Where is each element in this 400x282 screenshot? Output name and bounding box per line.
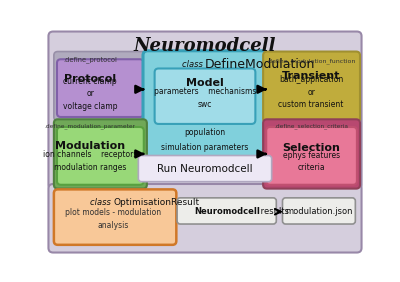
Text: ephys features
criteria: ephys features criteria xyxy=(283,151,340,172)
Text: Modulation: Modulation xyxy=(55,141,125,151)
FancyBboxPatch shape xyxy=(266,127,357,185)
Text: .define_modulation_function: .define_modulation_function xyxy=(266,59,356,64)
Text: class: class xyxy=(90,198,114,207)
Text: plot models - modulation
analysis: plot models - modulation analysis xyxy=(66,208,162,230)
Text: .define_modulation_parameter: .define_modulation_parameter xyxy=(45,124,136,129)
FancyBboxPatch shape xyxy=(263,119,360,189)
FancyBboxPatch shape xyxy=(57,59,144,117)
Text: OptimisationResult: OptimisationResult xyxy=(114,198,200,207)
FancyBboxPatch shape xyxy=(54,190,176,245)
FancyBboxPatch shape xyxy=(138,155,272,182)
Text: population
simulation parameters: population simulation parameters xyxy=(161,128,249,152)
FancyBboxPatch shape xyxy=(54,119,147,189)
Text: class: class xyxy=(182,60,205,69)
Text: current clamp
or
voltage clamp: current clamp or voltage clamp xyxy=(63,77,118,111)
Text: DefineModulation: DefineModulation xyxy=(205,58,315,71)
FancyBboxPatch shape xyxy=(48,32,362,190)
Text: modulation.json: modulation.json xyxy=(285,207,353,216)
FancyBboxPatch shape xyxy=(155,69,255,124)
FancyBboxPatch shape xyxy=(54,52,147,121)
Text: Neuromodcell: Neuromodcell xyxy=(134,37,276,55)
FancyBboxPatch shape xyxy=(282,198,355,224)
Text: bath_application
or
custom transient: bath_application or custom transient xyxy=(278,75,344,109)
FancyBboxPatch shape xyxy=(177,198,276,224)
Text: ion channels    receptors
modulation ranges: ion channels receptors modulation ranges xyxy=(43,150,138,172)
Text: .define_selection_criteria: .define_selection_criteria xyxy=(274,124,348,129)
Text: .define_protocol: .define_protocol xyxy=(63,56,117,63)
Text: Selection: Selection xyxy=(282,143,340,153)
FancyBboxPatch shape xyxy=(48,184,362,252)
Text: parameters    mechanisms
swc: parameters mechanisms swc xyxy=(154,87,256,109)
FancyBboxPatch shape xyxy=(263,52,360,122)
Text: Protocol: Protocol xyxy=(64,74,116,83)
Text: Transient: Transient xyxy=(282,71,340,81)
FancyBboxPatch shape xyxy=(143,51,267,177)
Text: Neuromodcell: Neuromodcell xyxy=(194,207,260,216)
Text: Run Neuromodcell: Run Neuromodcell xyxy=(157,164,253,174)
Text: Model: Model xyxy=(186,78,224,88)
Text: results: results xyxy=(258,207,289,216)
FancyBboxPatch shape xyxy=(57,127,144,185)
